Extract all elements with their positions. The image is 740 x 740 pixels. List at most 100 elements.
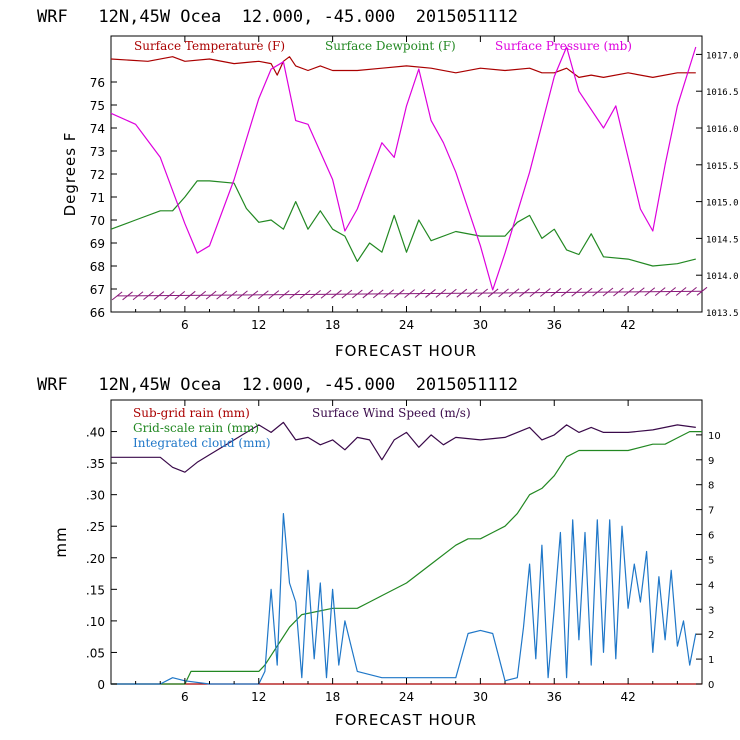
chart1-wind-barb [268, 290, 280, 300]
chart2-right-tick-label: 2 [708, 630, 714, 641]
chart1-wind-barb [341, 289, 353, 299]
chart1-wind-barb [425, 289, 436, 298]
chart1-wind-barb [487, 288, 499, 298]
chart1-wind-barb [686, 286, 697, 296]
chart1-y-tick-label: 72 [90, 168, 105, 182]
chart1-title: WRF 12N,45W Ocea 12.000, -45.000 2015051… [37, 7, 518, 27]
chart1-series-surface-temperature-f [110, 56, 696, 79]
chart2-y-tick-label: .10 [86, 615, 105, 629]
chart1-x-tick-label: 24 [399, 318, 414, 332]
chart2-right-tick-label: 6 [708, 531, 714, 542]
chart2-right-tick-label: 10 [708, 431, 721, 442]
chart1-wind-barb [466, 288, 478, 298]
chart1-series-surface-dewpoint-f [110, 180, 696, 267]
chart1-y-tick-label: 66 [90, 306, 105, 320]
chart2-y-tick-label: .20 [86, 552, 105, 566]
chart1-wind-barb [383, 289, 395, 299]
chart2-x-tick-label: 36 [547, 690, 562, 704]
chart1-wind-barb [310, 289, 321, 299]
chart2-x-axis-label: FORECAST HOUR [335, 711, 477, 729]
chart2-right-tick-label: 9 [708, 456, 714, 467]
chart1-wind-barb [456, 288, 468, 298]
chart1-wind-barb [571, 287, 582, 297]
chart2-legend-integrated-cloud: Integrated cloud (mm) [133, 436, 271, 450]
chart1-y-tick-label: 75 [90, 99, 105, 113]
chart1-wind-barb [675, 287, 687, 296]
chart1-wind-barb [320, 289, 332, 299]
chart2-x-tick-label: 6 [181, 690, 189, 704]
chart1-wind-barb [174, 291, 186, 300]
chart1-y-tick-label: 73 [90, 145, 105, 159]
chart2-legend-gridscale-rain: Grid-scale rain (mm) [133, 421, 259, 435]
chart1-y-tick-label: 74 [90, 122, 105, 136]
chart1-wind-barb [205, 290, 217, 300]
chart1-wind-barb [372, 289, 384, 299]
chart2-y-tick-label: .40 [86, 426, 105, 440]
chart1-x-axis-label: FORECAST HOUR [335, 342, 477, 360]
chart1-wind-barb [644, 287, 656, 297]
chart1-wind-barb [153, 291, 165, 300]
chart1-x-tick-label: 18 [325, 318, 340, 332]
chart2-series-surface-wind-speed-m-s [111, 421, 696, 473]
chart1-right-tick-label: 1015.5 [706, 162, 739, 172]
chart1-wind-barb [414, 289, 426, 298]
chart1-wind-barb [435, 288, 447, 298]
chart2-right-tick-label: 8 [708, 481, 714, 492]
chart1-wind-barb [258, 290, 269, 300]
chart1-wind-barb [237, 290, 248, 300]
chart1-x-tick-label: 12 [251, 318, 266, 332]
chart1-wind-barb [164, 291, 175, 300]
chart2-x-tick-label: 18 [325, 690, 340, 704]
chart1-wind-barb [362, 289, 374, 299]
chart2-y-tick-label: .05 [86, 646, 105, 660]
chart1-wind-barb [696, 286, 708, 296]
chart1-wind-barb [508, 288, 520, 298]
chart2-x-tick-label: 30 [473, 690, 488, 704]
chart1-y-tick-label: 71 [90, 191, 105, 205]
chart1-wind-barb [278, 290, 290, 299]
chart1-right-tick-label: 1016.5 [706, 88, 739, 98]
chart1-wind-barb [581, 287, 593, 297]
chart1-x-tick-label: 42 [620, 318, 635, 332]
chart2-x-tick-label: 12 [251, 690, 266, 704]
chart2-title: WRF 12N,45W Ocea 12.000, -45.000 2015051… [37, 375, 518, 395]
chart1-wind-barb [613, 287, 624, 297]
chart2-y-tick-label: .35 [86, 457, 105, 471]
chart1-wind-barb [216, 290, 227, 300]
chart2-series-grid-scale-rain-mm [111, 431, 702, 685]
chart1-right-tick-label: 1014.0 [706, 272, 739, 282]
chart2-y-tick-label: 0 [97, 678, 105, 692]
chart1-wind-barb [602, 287, 614, 297]
chart2-right-tick-label: 4 [708, 580, 714, 591]
chart2-series-integrated-cloud-mm [111, 512, 697, 685]
chart1-legend-dewpoint: Surface Dewpoint (F) [325, 39, 456, 53]
chart1-wind-barb [247, 290, 259, 300]
chart1-wind-barb [184, 290, 196, 300]
chart2-right-tick-label: 5 [708, 555, 714, 566]
chart2-y-tick-label: .15 [86, 583, 105, 597]
chart1-wind-barb [122, 291, 133, 301]
chart1-y-tick-label: 68 [90, 260, 105, 274]
chart1-x-tick-label: 36 [547, 318, 562, 332]
chart1-y-tick-label: 69 [90, 237, 105, 251]
chart2-right-tick-label: 3 [708, 605, 714, 616]
chart2-right-tick-label: 7 [708, 506, 714, 517]
chart2-legend-wind-speed: Surface Wind Speed (m/s) [312, 406, 471, 420]
chart1-right-tick-label: 1016.0 [706, 125, 739, 135]
chart1-y-tick-label: 70 [90, 214, 105, 228]
chart1-wind-barb [331, 289, 342, 299]
chart1-x-tick-label: 30 [473, 318, 488, 332]
chart1-wind-barb [654, 287, 666, 297]
chart1-right-tick-label: 1017.0 [706, 51, 739, 61]
chart1-wind-barb [477, 288, 488, 298]
chart1-wind-barb [299, 290, 311, 299]
chart1-wind-barb [393, 289, 405, 299]
chart1-wind-barb [519, 288, 530, 298]
chart1-y-tick-label: 76 [90, 76, 105, 90]
chart2-right-tick-label: 1 [708, 655, 714, 666]
chart2-y-tick-label: .30 [86, 489, 105, 503]
chart2-x-tick-label: 42 [620, 690, 635, 704]
chart2-y-tick-label: .25 [86, 520, 105, 534]
chart1-series-surface-pressure-mb [110, 46, 697, 291]
chart1-wind-barb [404, 289, 415, 298]
